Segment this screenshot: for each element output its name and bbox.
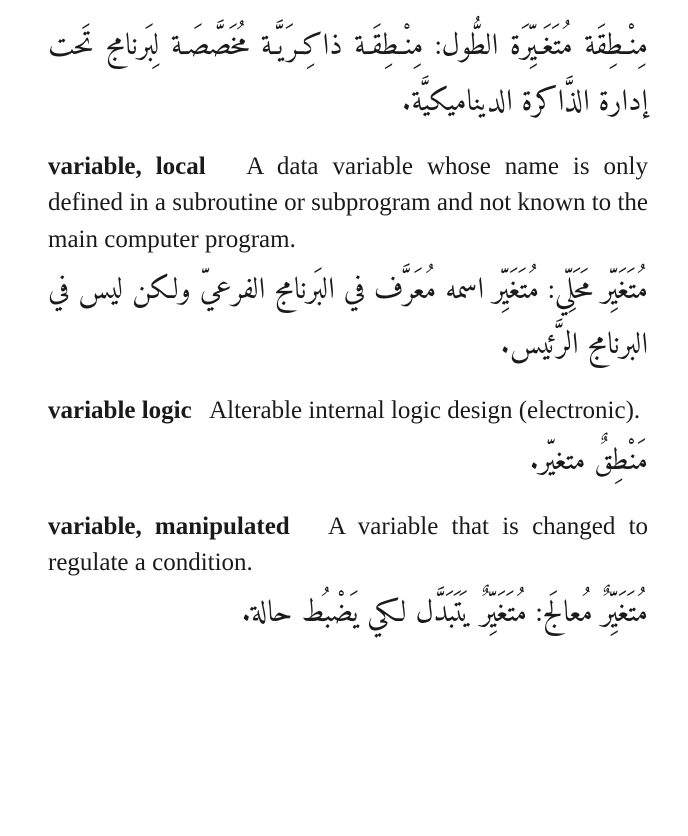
entry-variable-length-region: مِنْـطِقَة مُتَغَـيِّرَة الطُّول: مِنْـط…	[48, 20, 648, 131]
english-block: variable logic Alterable internal logic …	[48, 393, 648, 429]
arabic-definition: مُتَغَيِّرٌ مُعالَج: مُتَغَيِّرٌ يَتَبَد…	[48, 587, 648, 643]
english-block: variable, local A data variable whose na…	[48, 149, 648, 258]
arabic-definition: مُتَغَيِّر مَحَلِّي: مُتَغَيِّر اسمه مُع…	[48, 264, 648, 375]
term: variable, manipulated	[48, 513, 290, 540]
entry-variable-logic: variable logic Alterable internal logic …	[48, 393, 648, 491]
english-block: variable, manipulated A variable that is…	[48, 509, 648, 582]
arabic-definition: مَنْطِقٌ متغيّر.	[48, 435, 648, 491]
dictionary-page: مِنْـطِقَة مُتَغَـيِّرَة الطُّول: مِنْـط…	[0, 0, 688, 681]
arabic-definition: مِنْـطِقَة مُتَغَـيِّرَة الطُّول: مِنْـط…	[48, 20, 648, 131]
term: variable logic	[48, 397, 192, 424]
entry-variable-manipulated: variable, manipulated A variable that is…	[48, 509, 648, 643]
term: variable, local	[48, 153, 206, 180]
definition: Alterable internal logic design (electro…	[209, 397, 640, 424]
entry-variable-local: variable, local A data variable whose na…	[48, 149, 648, 375]
